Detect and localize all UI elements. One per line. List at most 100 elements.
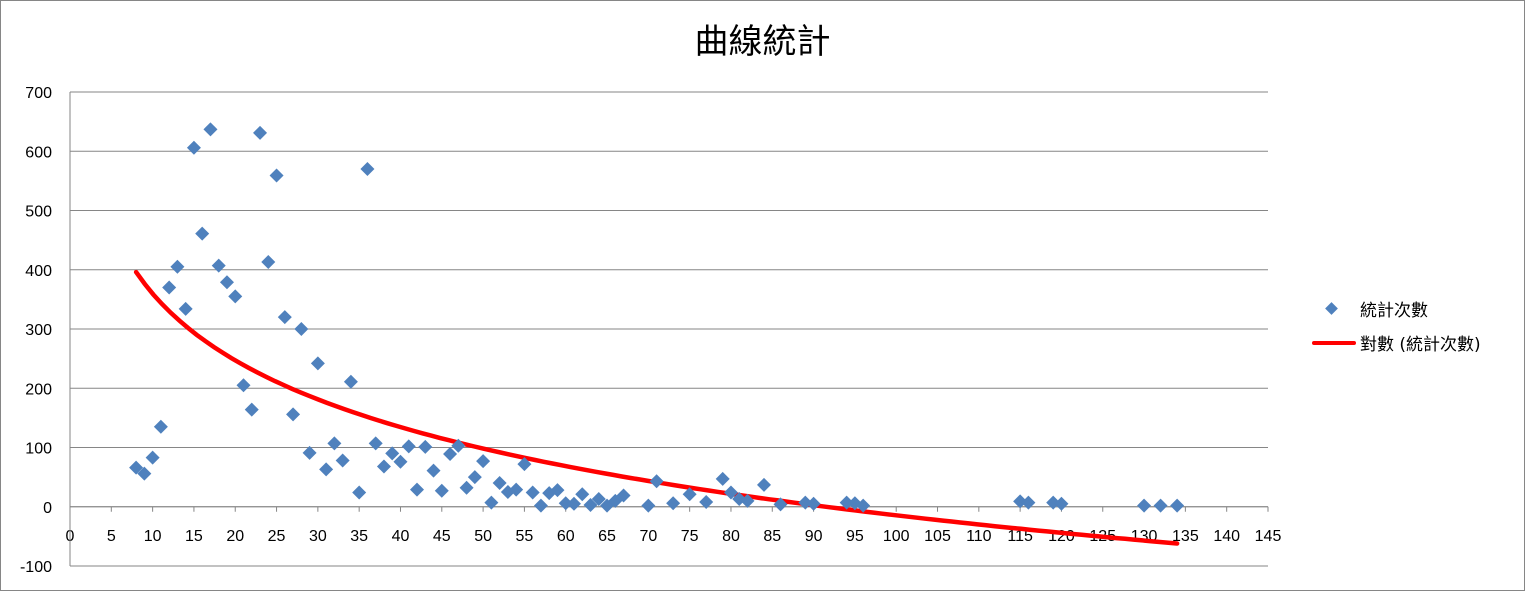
x-tick-label: 30 (309, 528, 327, 545)
data-point (806, 496, 821, 511)
data-point (839, 495, 854, 510)
x-tick-label: 90 (805, 528, 823, 545)
legend-label: 對數 (統計次數) (1360, 335, 1481, 355)
data-point (162, 280, 177, 295)
data-point (426, 463, 441, 478)
x-tick-label: 60 (557, 528, 575, 545)
data-point (418, 439, 433, 454)
x-tick-label: 35 (350, 528, 368, 545)
x-axis-tick-labels: 0 5 10 15 20 25 30 35 40 45 50 55 60 65 70 75 80 85 90 95 10… (66, 528, 1282, 545)
line-marker-icon (1312, 341, 1356, 345)
x-tick-label: 85 (763, 528, 781, 545)
x-tick-label: 80 (722, 528, 740, 545)
data-point (385, 446, 400, 461)
x-tick-label: 115 (1007, 528, 1033, 545)
data-point (236, 378, 251, 393)
data-point (467, 470, 482, 485)
data-point (525, 485, 540, 500)
x-tick-label: 70 (639, 528, 657, 545)
data-point (682, 487, 697, 502)
data-point (1137, 498, 1152, 513)
x-tick-label: 110 (966, 528, 992, 545)
data-point (1054, 496, 1069, 511)
data-point (401, 439, 416, 454)
data-point (302, 445, 317, 460)
data-point (616, 488, 631, 503)
x-tick-label: 40 (392, 528, 410, 545)
data-point (253, 125, 268, 140)
gridlines (70, 91, 1268, 567)
x-tick-label: 145 (1255, 528, 1282, 545)
data-point (1170, 498, 1185, 513)
legend-item-series-trendline: 對數 (統計次數) (1310, 330, 1520, 364)
data-point (261, 255, 276, 270)
data-point (195, 226, 210, 241)
y-axis-tick-labels: -100 0 100 200 300 400 500 600 700 (20, 85, 52, 576)
data-point (335, 453, 350, 468)
data-point (575, 487, 590, 502)
y-tick-label: 0 (43, 500, 52, 517)
data-point (443, 447, 458, 462)
y-tick-label: 500 (25, 204, 52, 221)
data-point (492, 476, 507, 491)
x-tick-label: 55 (516, 528, 534, 545)
data-point (170, 259, 185, 274)
x-tick-label: 100 (883, 528, 910, 545)
y-tick-label: -100 (20, 559, 52, 576)
data-point (699, 495, 714, 510)
scatter-points (129, 122, 1185, 513)
data-point (649, 474, 664, 489)
data-point (228, 289, 243, 304)
x-tick-label: 15 (185, 528, 203, 545)
legend-item-series-scatter: 統計次數 (1310, 296, 1520, 330)
data-point (434, 483, 449, 498)
data-point (129, 460, 144, 475)
y-tick-label: 200 (25, 381, 52, 398)
y-tick-label: 700 (25, 85, 52, 102)
data-point (178, 301, 193, 316)
x-tick-label: 5 (107, 528, 116, 545)
data-point (641, 498, 656, 513)
x-tick-label: 140 (1213, 528, 1240, 545)
x-tick-label: 75 (681, 528, 699, 545)
data-point (244, 402, 259, 417)
x-tick-label: 65 (598, 528, 616, 545)
y-tick-label: 300 (25, 322, 52, 339)
data-point (211, 258, 226, 273)
y-tick-label: 100 (25, 441, 52, 458)
data-point (484, 495, 499, 510)
data-point (757, 477, 772, 492)
data-point (327, 436, 342, 451)
data-point (343, 374, 358, 389)
data-point (715, 471, 730, 486)
x-tick-label: 20 (226, 528, 244, 545)
data-point (393, 454, 408, 469)
data-point (410, 482, 425, 497)
x-tick-label: 135 (1172, 528, 1199, 545)
data-point (360, 162, 375, 177)
data-point (352, 485, 367, 500)
data-point (476, 454, 491, 469)
data-point (269, 168, 284, 183)
data-point (1013, 494, 1028, 509)
data-point (294, 322, 309, 336)
data-point (153, 419, 168, 434)
data-point (368, 436, 383, 451)
y-tick-label: 400 (25, 263, 52, 280)
data-point (856, 498, 871, 513)
data-point (566, 496, 581, 511)
data-point (277, 310, 292, 325)
data-point (451, 438, 466, 453)
data-point (533, 498, 548, 513)
data-point (558, 496, 573, 511)
data-point (740, 493, 755, 508)
data-point (286, 407, 301, 422)
x-tick-label: 10 (144, 528, 162, 545)
legend-label: 統計次數 (1360, 301, 1428, 321)
data-point (723, 485, 738, 500)
data-point (1046, 495, 1061, 510)
diamond-marker-icon (1325, 302, 1338, 315)
data-point (666, 496, 681, 511)
